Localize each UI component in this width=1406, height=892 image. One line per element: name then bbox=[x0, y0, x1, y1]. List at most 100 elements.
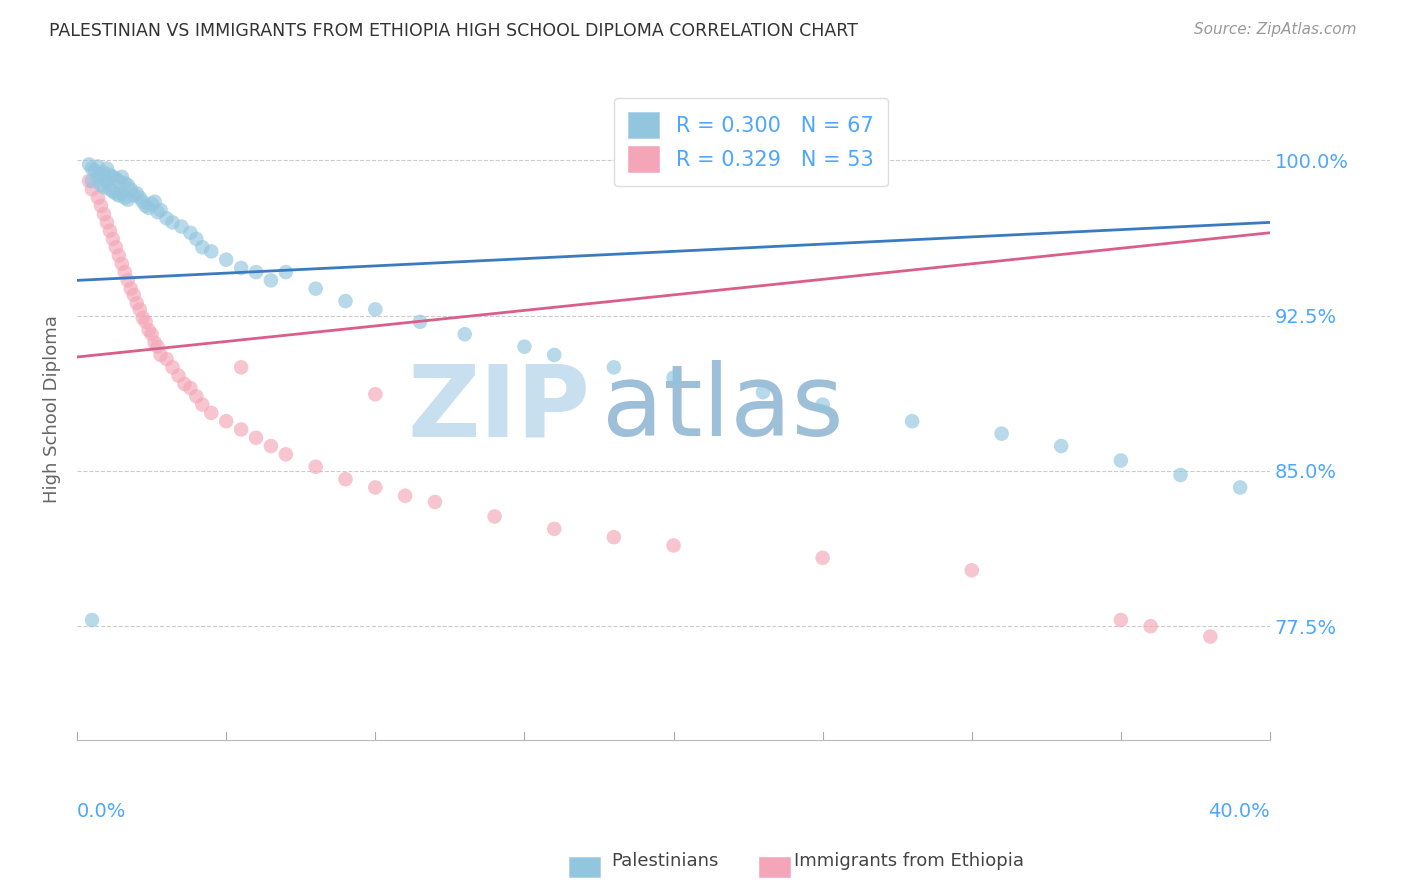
Point bbox=[990, 426, 1012, 441]
Point bbox=[90, 168, 112, 182]
Point bbox=[811, 398, 834, 412]
Point bbox=[186, 389, 208, 403]
Point bbox=[662, 538, 685, 552]
Point bbox=[93, 207, 115, 221]
Point bbox=[335, 472, 357, 486]
Point bbox=[125, 296, 148, 310]
Point bbox=[90, 199, 112, 213]
Point bbox=[1229, 480, 1251, 494]
Point bbox=[155, 211, 177, 226]
Point bbox=[513, 340, 536, 354]
Point bbox=[131, 310, 153, 325]
Text: Source: ZipAtlas.com: Source: ZipAtlas.com bbox=[1194, 22, 1357, 37]
Text: PALESTINIAN VS IMMIGRANTS FROM ETHIOPIA HIGH SCHOOL DIPLOMA CORRELATION CHART: PALESTINIAN VS IMMIGRANTS FROM ETHIOPIA … bbox=[49, 22, 858, 40]
Point bbox=[96, 174, 118, 188]
Point bbox=[77, 157, 100, 171]
Point bbox=[484, 509, 506, 524]
Text: ZIP: ZIP bbox=[408, 360, 591, 458]
Point bbox=[423, 495, 446, 509]
Point bbox=[394, 489, 416, 503]
Point bbox=[138, 323, 160, 337]
Point bbox=[1199, 630, 1222, 644]
Point bbox=[120, 182, 142, 196]
Point bbox=[179, 381, 201, 395]
Point bbox=[179, 226, 201, 240]
Point bbox=[77, 174, 100, 188]
Point bbox=[1170, 468, 1192, 483]
Point bbox=[305, 282, 328, 296]
Point bbox=[364, 480, 387, 494]
Point bbox=[117, 273, 139, 287]
Point bbox=[84, 163, 107, 178]
Point bbox=[149, 202, 172, 217]
Point bbox=[364, 387, 387, 401]
Point bbox=[454, 327, 477, 342]
Legend: R = 0.300   N = 67, R = 0.329   N = 53: R = 0.300 N = 67, R = 0.329 N = 53 bbox=[613, 98, 889, 186]
Text: 0.0%: 0.0% bbox=[77, 802, 127, 822]
Point bbox=[167, 368, 190, 383]
Point bbox=[245, 431, 267, 445]
Point bbox=[111, 257, 134, 271]
Text: Immigrants from Ethiopia: Immigrants from Ethiopia bbox=[794, 852, 1025, 870]
Point bbox=[120, 282, 142, 296]
Point bbox=[162, 215, 184, 229]
Point bbox=[104, 172, 127, 186]
Point bbox=[1050, 439, 1073, 453]
Point bbox=[364, 302, 387, 317]
Point bbox=[117, 193, 139, 207]
Point bbox=[87, 190, 110, 204]
Point bbox=[215, 252, 238, 267]
Point bbox=[122, 288, 145, 302]
Point bbox=[146, 340, 169, 354]
Point bbox=[122, 188, 145, 202]
Point bbox=[191, 240, 214, 254]
Point bbox=[173, 376, 195, 391]
Point bbox=[274, 447, 297, 461]
Point bbox=[543, 348, 565, 362]
Point bbox=[146, 205, 169, 219]
Point bbox=[335, 294, 357, 309]
Point bbox=[409, 315, 432, 329]
Point bbox=[111, 169, 134, 184]
Point bbox=[960, 563, 983, 577]
Point bbox=[143, 335, 166, 350]
Point bbox=[186, 232, 208, 246]
Point bbox=[191, 398, 214, 412]
Point bbox=[662, 370, 685, 384]
Point bbox=[108, 188, 131, 202]
Point bbox=[1109, 613, 1132, 627]
Point bbox=[111, 186, 134, 201]
Point bbox=[104, 240, 127, 254]
Point bbox=[80, 613, 103, 627]
Point bbox=[543, 522, 565, 536]
Point bbox=[200, 406, 222, 420]
Y-axis label: High School Diploma: High School Diploma bbox=[44, 315, 60, 503]
Point bbox=[101, 169, 124, 184]
Point bbox=[138, 201, 160, 215]
Point bbox=[811, 550, 834, 565]
Text: 40.0%: 40.0% bbox=[1208, 802, 1270, 822]
Point bbox=[87, 160, 110, 174]
Point bbox=[305, 459, 328, 474]
Point bbox=[229, 422, 252, 436]
Point bbox=[245, 265, 267, 279]
Point bbox=[229, 360, 252, 375]
Point bbox=[155, 352, 177, 367]
Point bbox=[752, 385, 775, 400]
Point bbox=[108, 248, 131, 262]
Point bbox=[98, 224, 121, 238]
Point bbox=[80, 182, 103, 196]
Point bbox=[114, 190, 136, 204]
Point bbox=[114, 265, 136, 279]
Point bbox=[229, 260, 252, 275]
Point bbox=[170, 219, 193, 234]
Point bbox=[80, 174, 103, 188]
Point bbox=[114, 176, 136, 190]
Point bbox=[149, 348, 172, 362]
Point bbox=[141, 327, 163, 342]
Point bbox=[603, 530, 626, 544]
Point bbox=[1109, 453, 1132, 467]
Point bbox=[274, 265, 297, 279]
Point bbox=[125, 186, 148, 201]
Point bbox=[93, 180, 115, 194]
